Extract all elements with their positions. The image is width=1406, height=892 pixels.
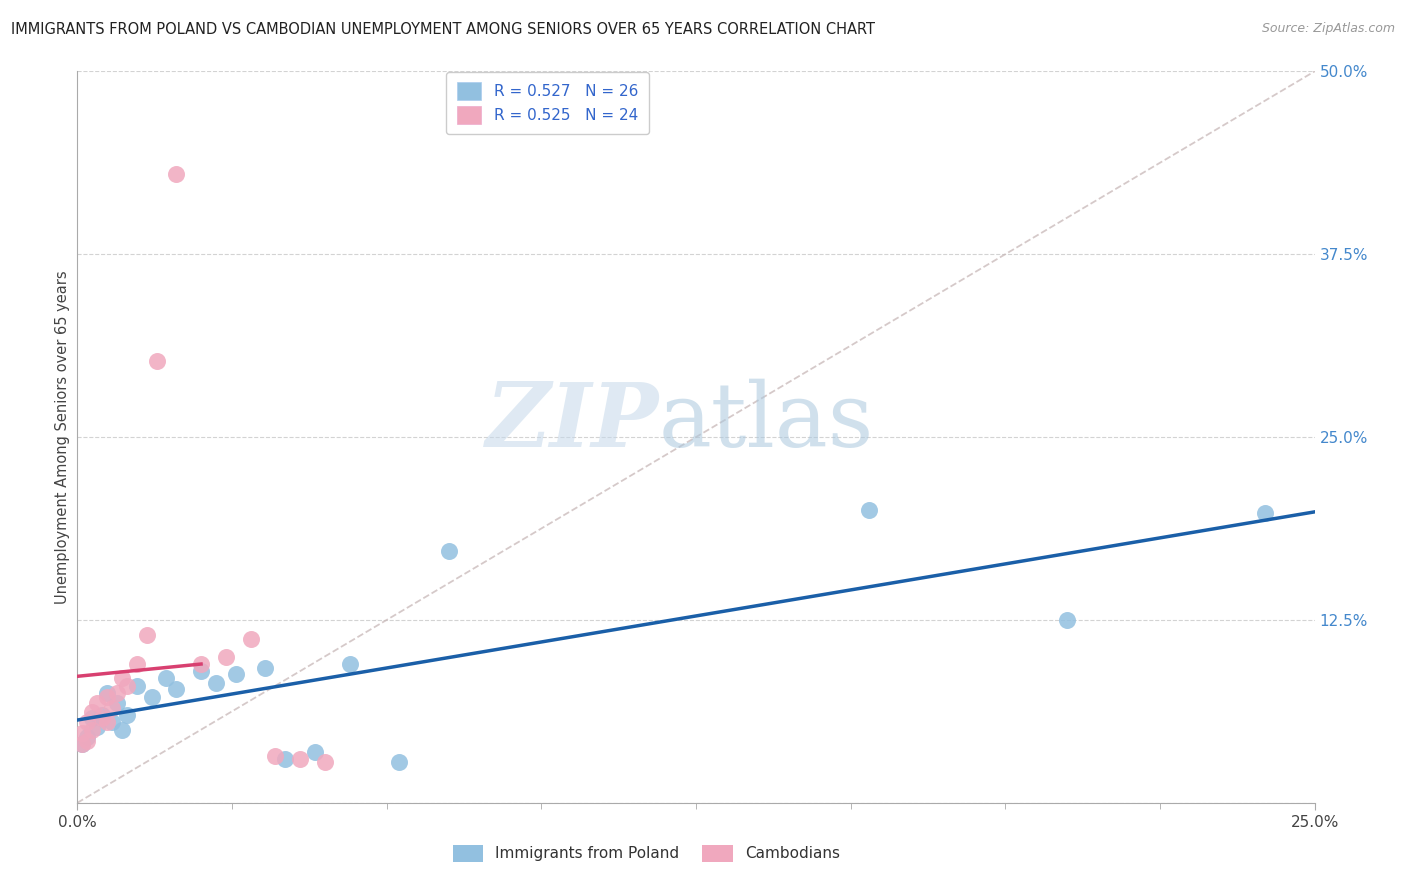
Point xyxy=(86,720,108,734)
Point xyxy=(264,749,287,764)
Point xyxy=(314,755,336,769)
Point xyxy=(76,715,98,730)
Point xyxy=(82,705,104,719)
Point xyxy=(96,715,118,730)
Point xyxy=(288,752,311,766)
Point xyxy=(72,737,94,751)
Point xyxy=(115,708,138,723)
Point xyxy=(111,723,134,737)
Point xyxy=(274,752,297,766)
Point xyxy=(72,737,94,751)
Point xyxy=(115,679,138,693)
Point xyxy=(105,696,128,710)
Point xyxy=(1056,613,1078,627)
Point xyxy=(145,354,167,368)
Point xyxy=(91,708,114,723)
Point xyxy=(339,657,361,671)
Point xyxy=(111,672,134,686)
Point xyxy=(76,734,98,748)
Point xyxy=(239,632,262,646)
Point xyxy=(135,627,157,641)
Point xyxy=(388,755,411,769)
Point xyxy=(72,725,94,739)
Point xyxy=(254,661,277,675)
Point xyxy=(155,672,177,686)
Point xyxy=(82,723,104,737)
Point xyxy=(1254,506,1277,520)
Point xyxy=(215,649,238,664)
Point xyxy=(304,745,326,759)
Point xyxy=(101,715,124,730)
Point xyxy=(141,690,163,705)
Point xyxy=(101,700,124,714)
Point xyxy=(91,711,114,725)
Point xyxy=(165,681,187,696)
Point xyxy=(125,657,148,671)
Point xyxy=(76,730,98,744)
Point xyxy=(105,686,128,700)
Point xyxy=(125,679,148,693)
Point xyxy=(437,544,460,558)
Point xyxy=(190,664,212,678)
Text: IMMIGRANTS FROM POLAND VS CAMBODIAN UNEMPLOYMENT AMONG SENIORS OVER 65 YEARS COR: IMMIGRANTS FROM POLAND VS CAMBODIAN UNEM… xyxy=(11,22,876,37)
Point xyxy=(190,657,212,671)
Point xyxy=(86,696,108,710)
Point xyxy=(225,667,247,681)
Text: atlas: atlas xyxy=(659,379,875,467)
Text: Source: ZipAtlas.com: Source: ZipAtlas.com xyxy=(1261,22,1395,36)
Point xyxy=(858,503,880,517)
Point xyxy=(165,167,187,181)
Point xyxy=(205,676,228,690)
Legend: Immigrants from Poland, Cambodians: Immigrants from Poland, Cambodians xyxy=(447,838,846,868)
Point xyxy=(96,686,118,700)
Point xyxy=(82,711,104,725)
Point xyxy=(96,690,118,705)
Y-axis label: Unemployment Among Seniors over 65 years: Unemployment Among Seniors over 65 years xyxy=(55,270,70,604)
Text: ZIP: ZIP xyxy=(485,379,659,466)
